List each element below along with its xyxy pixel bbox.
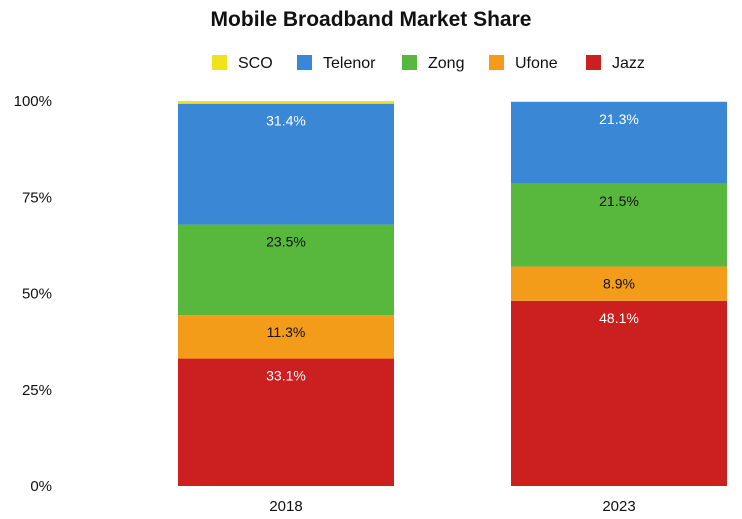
chart-title: Mobile Broadband Market Share: [210, 8, 532, 31]
legend-swatch-jazz: [586, 55, 601, 70]
legend-swatch-zong: [402, 55, 417, 70]
y-tick-label: 100%: [14, 93, 52, 110]
legend-label-sco: SCO: [238, 55, 273, 72]
data-label: 11.3%: [267, 324, 306, 340]
bar-segment-ufone-2018: [178, 315, 394, 359]
y-tick-label: 50%: [22, 286, 52, 303]
bar-segment-jazz-2018: [178, 358, 394, 486]
legend-swatch-sco: [212, 55, 227, 70]
legend-label-telenor: Telenor: [323, 55, 376, 72]
bar-segment-ufone-2023: [511, 266, 727, 301]
legend-swatch-telenor: [297, 55, 312, 70]
data-label: 8.9%: [603, 276, 635, 292]
bar-segment-telenor-2018: [178, 103, 394, 225]
bar-segment-telenor-2023: [511, 101, 727, 184]
data-label: 23.5%: [266, 234, 306, 250]
data-label: 31.4%: [266, 113, 306, 129]
y-tick-label: 25%: [22, 382, 52, 399]
data-label: 33.1%: [266, 368, 306, 384]
x-tick-label: 2018: [269, 498, 302, 515]
bar-segment-jazz-2023: [511, 300, 727, 486]
legend-label-ufone: Ufone: [515, 55, 558, 72]
bar-segment-zong-2018: [178, 224, 394, 316]
y-tick-label: 0%: [30, 478, 52, 495]
x-tick-label: 2023: [602, 498, 635, 515]
data-label: 21.5%: [599, 193, 639, 209]
data-label: 21.3%: [599, 111, 639, 127]
legend-swatch-ufone: [489, 55, 504, 70]
bar-segment-zong-2023: [511, 183, 727, 267]
bar-segment-sco-2018: [178, 101, 394, 104]
y-tick-label: 75%: [22, 189, 52, 206]
legend-label-jazz: Jazz: [612, 55, 645, 72]
data-label: 48.1%: [599, 310, 639, 326]
legend-label-zong: Zong: [428, 55, 464, 72]
